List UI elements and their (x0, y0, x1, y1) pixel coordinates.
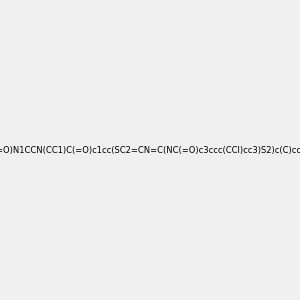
Text: CC(=O)N1CCN(CC1)C(=O)c1cc(SC2=CN=C(NC(=O)c3ccc(CCl)cc3)S2)c(C)cc1OC: CC(=O)N1CCN(CC1)C(=O)c1cc(SC2=CN=C(NC(=O… (0, 146, 300, 154)
